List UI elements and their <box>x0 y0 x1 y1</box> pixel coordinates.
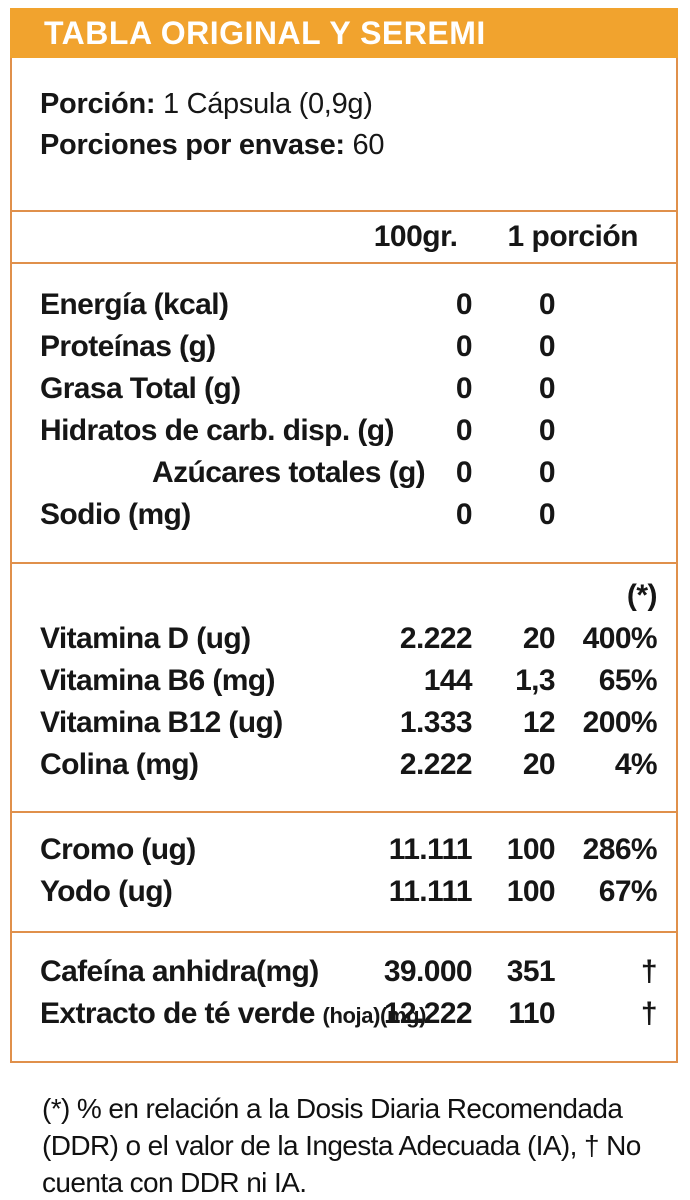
value-per-portion: 0 <box>538 371 556 405</box>
value-per-portion: 1,3 <box>515 664 556 697</box>
table-row: Yodo (ug) 11.111 100 67% <box>12 871 676 913</box>
value-per-portion: 20 <box>522 622 556 655</box>
value-no-ddr-dagger: † <box>640 955 658 989</box>
value-per-portion: 351 <box>506 955 556 989</box>
nutrient-label: Proteínas (g) <box>40 329 216 363</box>
value-per-100g: 11.111 <box>388 875 473 909</box>
value-per-100g: 0 <box>455 329 473 363</box>
nutrient-label: Grasa Total (g) <box>40 371 241 405</box>
value-percent-ddr: 400% <box>582 622 658 655</box>
nutrient-label-indented: Azúcares totales (g) <box>152 455 426 489</box>
value-percent-ddr: 200% <box>582 706 658 739</box>
table-row: Azúcares totales (g) 0 0 <box>12 452 676 494</box>
table-row: Vitamina B6 (mg) 144 1,3 65% <box>12 660 676 702</box>
nutrient-label: Yodo (ug) <box>40 875 173 909</box>
page-title: TABLA ORIGINAL Y SEREMI <box>44 14 486 51</box>
value-per-100g: 11.111 <box>388 833 473 867</box>
value-per-100g: 1.333 <box>399 706 473 739</box>
nutrient-label: Vitamina B6 (mg) <box>40 664 276 697</box>
macronutrients-section: Energía (kcal) 0 0 Proteínas (g) 0 0 Gra… <box>12 261 676 562</box>
table-row: Vitamina B12 (ug) 1.333 12 200% <box>12 702 676 744</box>
vitamins-section: (*) Vitamina D (ug) 2.222 20 400% Vitami… <box>12 562 676 811</box>
portion-line: Porción: 1 Cápsula (0,9g) <box>40 84 656 125</box>
column-header-per100: 100gr. <box>373 219 458 253</box>
servings-per-container-line: Porciones por envase: 60 <box>40 125 656 166</box>
value-per-100g: 2.222 <box>399 622 473 655</box>
value-per-100g: 0 <box>455 497 473 531</box>
value-percent-ddr: 286% <box>582 833 658 867</box>
table-row: Colina (mg) 2.222 20 4% <box>12 744 676 786</box>
column-header-row: 100gr. 1 porción <box>12 209 676 262</box>
table-row: Vitamina D (ug) 2.222 20 400% <box>12 618 676 660</box>
servings-value: 60 <box>352 129 385 161</box>
servings-label: Porciones por envase: <box>40 129 345 161</box>
value-per-100g: 0 <box>455 287 473 321</box>
portion-value: 1 Cápsula (0,9g) <box>162 88 373 120</box>
value-per-100g: 12.222 <box>383 997 473 1031</box>
value-per-portion: 0 <box>538 413 556 447</box>
value-per-100g: 0 <box>455 455 473 489</box>
value-per-portion: 12 <box>522 706 556 739</box>
nutrient-label: Extracto de té verde (hoja)(mg) <box>40 997 426 1031</box>
table-row: Hidratos de carb. disp. (g) 0 0 <box>12 410 676 452</box>
column-header-portion: 1 porción <box>507 219 638 253</box>
table-row: Cafeína anhidra(mg) 39.000 351 † <box>12 951 676 993</box>
footnote: (*) % en relación a la Dosis Diaria Reco… <box>42 1093 641 1198</box>
value-per-portion: 110 <box>508 997 555 1031</box>
table-row: Grasa Total (g) 0 0 <box>12 368 676 410</box>
value-per-100g: 2.222 <box>399 748 473 781</box>
other-compounds-section: Cafeína anhidra(mg) 39.000 351 † Extract… <box>12 931 676 1061</box>
value-per-portion: 0 <box>538 497 556 531</box>
value-per-portion: 20 <box>522 748 556 781</box>
value-per-100g: 0 <box>455 413 473 447</box>
nutrient-label: Energía (kcal) <box>40 287 229 321</box>
ddr-marker-row: (*) <box>12 574 676 618</box>
minerals-section: Cromo (ug) 11.111 100 286% Yodo (ug) 11.… <box>12 811 676 931</box>
ddr-marker: (*) <box>626 579 658 612</box>
nutrient-label: Hidratos de carb. disp. (g) <box>40 413 394 447</box>
table-row: Cromo (ug) 11.111 100 286% <box>12 829 676 871</box>
nutrition-table: Porción: 1 Cápsula (0,9g) Porciones por … <box>10 58 678 1063</box>
nutrient-label: Cromo (ug) <box>40 833 196 867</box>
value-per-portion: 0 <box>538 455 556 489</box>
table-row: Extracto de té verde (hoja)(mg) 12.222 1… <box>12 993 676 1035</box>
value-no-ddr-dagger: † <box>640 997 658 1031</box>
nutrient-label: Vitamina D (ug) <box>40 622 251 655</box>
nutrient-label: Vitamina B12 (ug) <box>40 706 283 739</box>
value-per-100g: 144 <box>423 664 473 697</box>
title-bar: TABLA ORIGINAL Y SEREMI <box>10 8 678 58</box>
nutrient-label-main: Extracto de té verde <box>40 997 315 1031</box>
value-per-100g: 39.000 <box>383 955 473 989</box>
table-row: Energía (kcal) 0 0 <box>12 284 676 326</box>
serving-section: Porción: 1 Cápsula (0,9g) Porciones por … <box>12 58 676 210</box>
table-row: Proteínas (g) 0 0 <box>12 326 676 368</box>
portion-label: Porción: <box>40 88 156 120</box>
nutrient-label: Cafeína anhidra(mg) <box>40 955 319 989</box>
nutrient-label: Sodio (mg) <box>40 497 191 531</box>
nutrient-label: Colina (mg) <box>40 748 199 781</box>
value-percent-ddr: 67% <box>598 875 658 909</box>
value-per-portion: 0 <box>538 287 556 321</box>
nutrient-label-unit: (hoja)(mg) <box>322 1003 427 1029</box>
value-per-portion: 0 <box>538 329 556 363</box>
table-row: Sodio (mg) 0 0 <box>12 494 676 536</box>
value-per-100g: 0 <box>455 371 473 405</box>
value-per-portion: 100 <box>506 875 556 909</box>
value-percent-ddr: 65% <box>598 664 658 697</box>
value-per-portion: 100 <box>506 833 556 867</box>
value-percent-ddr: 4% <box>614 748 658 781</box>
